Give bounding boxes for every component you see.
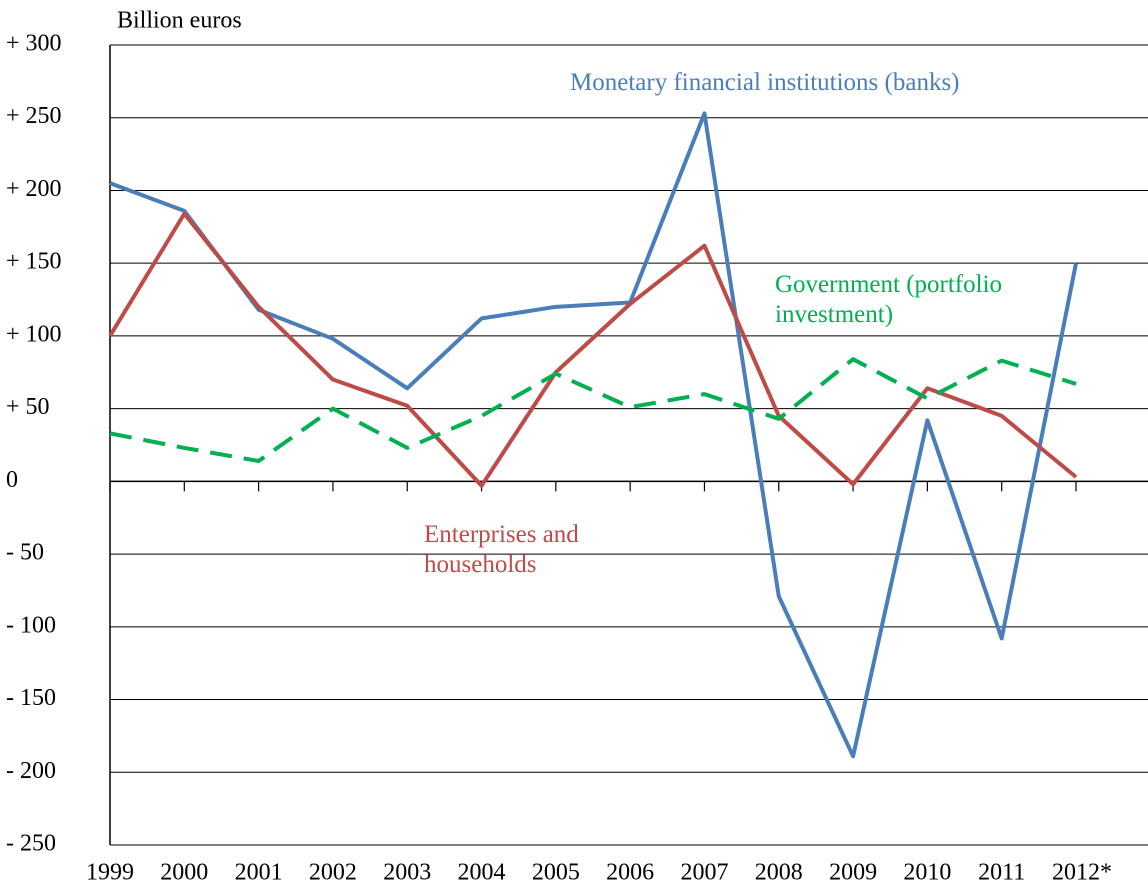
x-tick-label: 2005 (532, 860, 580, 886)
series-label: Monetary financial institutions (banks) (570, 69, 960, 96)
y-tick-label: - 250 (6, 831, 56, 857)
x-tick-label: 2003 (383, 860, 431, 886)
series-label: Government (portfolio investment) (775, 271, 1003, 328)
y-axis-label: Billion euros (117, 8, 242, 34)
series-line (109, 357, 1077, 463)
y-tick-label: - 100 (6, 612, 56, 638)
y-tick-label: - 200 (6, 758, 56, 784)
series-label: Enterprises and households (424, 521, 579, 578)
y-tick-label: + 150 (6, 249, 62, 275)
y-tick-label: + 100 (6, 321, 62, 347)
series-line (108, 211, 1078, 488)
x-tick-label: 2002 (309, 860, 357, 886)
y-tick-label: + 250 (6, 103, 62, 129)
x-tick-label: 2001 (235, 860, 283, 886)
y-tick-label: 0 (6, 467, 18, 493)
series-line (109, 111, 1078, 759)
x-tick-label: 2010 (903, 860, 951, 886)
y-tick-label: - 50 (6, 540, 44, 566)
x-tick-label: 2009 (829, 860, 877, 886)
x-tick-label: 2008 (755, 860, 803, 886)
x-tick-label: 2006 (606, 860, 654, 886)
x-tick-label: 2004 (458, 860, 506, 886)
x-tick-label: 2011 (978, 860, 1025, 886)
x-tick-label: 1999 (86, 860, 134, 886)
y-tick-label: - 150 (6, 685, 56, 711)
y-tick-label: + 300 (6, 31, 62, 57)
x-tick-label: 2007 (680, 860, 728, 886)
y-tick-label: + 50 (6, 394, 50, 420)
x-tick-label: 2012* (1052, 860, 1112, 886)
x-tick-label: 2000 (160, 860, 208, 886)
y-tick-label: + 200 (6, 176, 62, 202)
